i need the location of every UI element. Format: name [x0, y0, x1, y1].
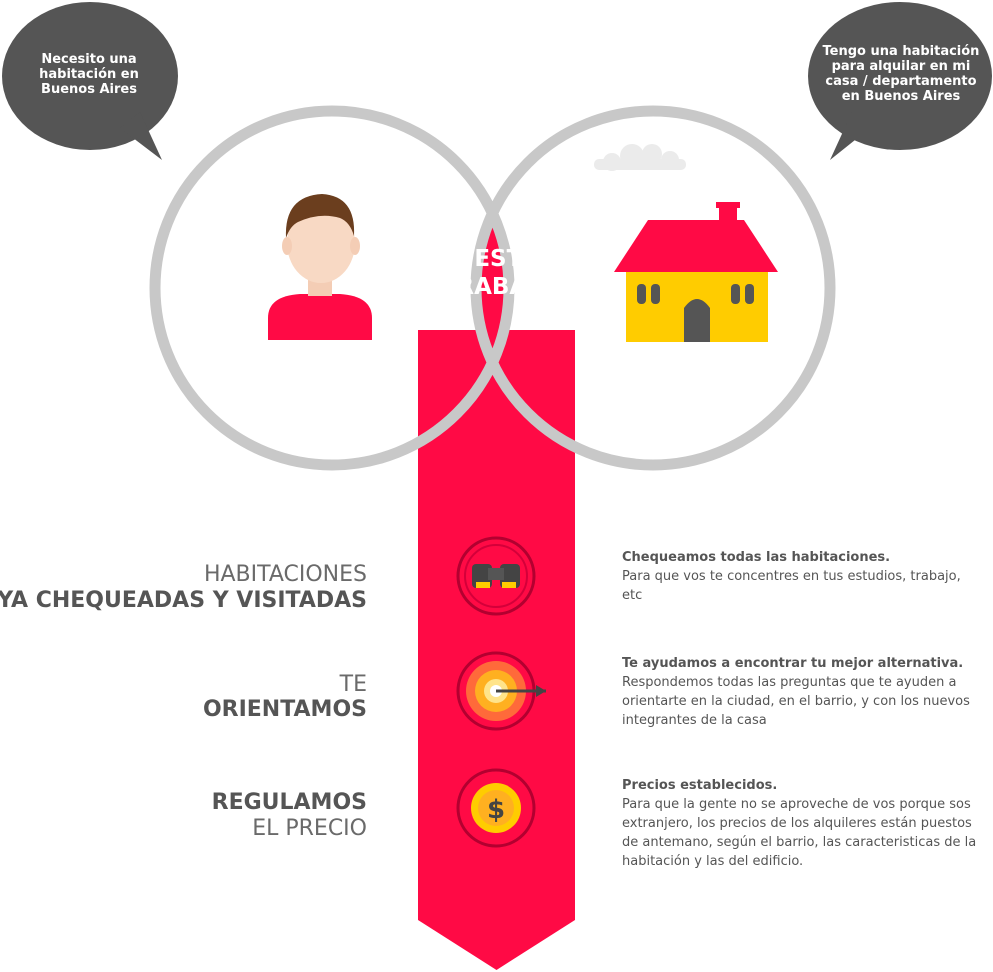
step1-label-line1: HABITACIONES	[203, 562, 367, 587]
step2-label-line1: TE	[339, 672, 367, 697]
house-icon	[614, 202, 778, 342]
step2-title: Te ayudamos a encontrar tu mejor alterna…	[622, 656, 964, 671]
step2-body: Respondemos todas las preguntas que te a…	[622, 675, 970, 728]
step2-label-line2: ORIENTAMOS	[202, 697, 367, 722]
target-icon	[456, 651, 546, 731]
step2-description: Te ayudamos a encontrar tu mejor alterna…	[622, 654, 982, 730]
right-circle	[470, 105, 836, 471]
step3-label-line1: REGULAMOS	[211, 790, 367, 815]
center-title-line2: TRABAJO	[440, 274, 556, 300]
bubble-left-text: Necesito una habitación en Buenos Aires	[39, 52, 139, 97]
step3-body: Para que la gente no se aproveche de vos…	[622, 797, 977, 869]
speech-bubble-left	[2, 2, 178, 160]
step3-title: Precios establecidos.	[622, 778, 778, 793]
speech-bubble-right	[808, 2, 992, 160]
binoculars-icon	[456, 536, 536, 616]
cloud-icon	[594, 144, 686, 171]
step3-description: Precios establecidos. Para que la gente …	[622, 776, 982, 871]
center-title-line1: NUESTRO	[436, 246, 560, 272]
dollar-coin-icon: $	[456, 768, 536, 848]
left-circle	[149, 105, 515, 471]
bubble-right-text: Tengo una habitación para alquilar en mi…	[822, 44, 980, 104]
step1-title: Chequeamos todas las habitaciones.	[622, 550, 891, 565]
person-icon	[268, 194, 372, 340]
step1-label-line2: YA CHEQUEADAS Y VISITADAS	[0, 588, 367, 613]
step3-label-line2: EL PRECIO	[252, 816, 367, 841]
svg-text:$: $	[487, 795, 505, 825]
step1-body: Para que vos te concentres en tus estudi…	[622, 569, 961, 603]
step1-description: Chequeamos todas las habitaciones. Para …	[622, 548, 982, 605]
